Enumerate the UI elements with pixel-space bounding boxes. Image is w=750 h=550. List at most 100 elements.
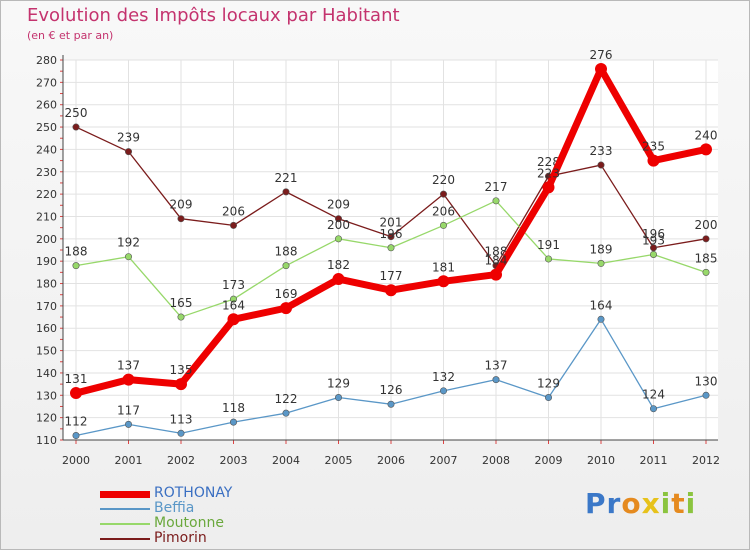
data-label-pimorin: 188 xyxy=(485,245,508,259)
data-point-beffia xyxy=(177,429,185,437)
data-point-moutonne xyxy=(597,259,605,267)
data-label-beffia: 129 xyxy=(537,377,560,391)
data-point-rothonay xyxy=(280,302,292,315)
legend-label: Moutonne xyxy=(154,515,224,531)
data-point-beffia xyxy=(387,400,395,408)
data-label-beffia: 124 xyxy=(642,388,665,402)
data-point-rothonay xyxy=(175,378,187,391)
y-tick-label: 110 xyxy=(36,434,57,447)
data-point-rothonay xyxy=(542,181,555,194)
data-label-rothonay: 131 xyxy=(65,372,88,386)
y-tick-label: 190 xyxy=(36,255,57,268)
logo-letter: o xyxy=(621,487,642,520)
logo-letter: x xyxy=(641,487,661,520)
data-label-beffia: 112 xyxy=(65,415,88,429)
data-point-beffia xyxy=(230,418,238,426)
x-tick-label: 2004 xyxy=(272,454,300,467)
proxiti-logo: Proxiti xyxy=(585,487,696,520)
x-tick-label: 2007 xyxy=(430,454,458,467)
data-point-beffia xyxy=(544,394,552,402)
x-tick-label: 2000 xyxy=(62,454,90,467)
x-tick-label: 2002 xyxy=(167,454,195,467)
data-label-pimorin: 206 xyxy=(222,204,245,218)
data-label-pimorin: 239 xyxy=(117,131,140,145)
data-label-beffia: 137 xyxy=(485,359,508,373)
data-point-pimorin xyxy=(597,161,605,169)
data-label-beffia: 130 xyxy=(695,374,718,388)
data-point-beffia xyxy=(492,376,500,384)
y-tick-label: 130 xyxy=(36,389,57,402)
x-tick-label: 2001 xyxy=(115,454,143,467)
data-point-beffia xyxy=(282,409,290,417)
logo-letter: i xyxy=(685,487,697,520)
data-label-rothonay: 276 xyxy=(590,48,613,62)
data-label-beffia: 117 xyxy=(117,403,140,417)
logo-letter: i xyxy=(660,487,672,520)
y-tick-label: 260 xyxy=(36,99,57,112)
data-label-rothonay: 177 xyxy=(380,269,403,283)
x-tick-label: 2008 xyxy=(482,454,510,467)
data-label-pimorin: 209 xyxy=(327,198,350,212)
data-point-moutonne xyxy=(177,313,185,321)
data-point-rothonay xyxy=(70,387,82,400)
data-point-moutonne xyxy=(439,221,447,229)
data-label-rothonay: 181 xyxy=(432,260,455,274)
data-label-moutonne: 196 xyxy=(380,227,403,241)
data-label-pimorin: 221 xyxy=(275,171,298,185)
legend-label: ROTHONAY xyxy=(154,485,233,501)
data-point-pimorin xyxy=(230,221,238,229)
data-label-moutonne: 193 xyxy=(642,233,665,247)
y-tick-label: 160 xyxy=(36,322,57,335)
x-tick-label: 2003 xyxy=(220,454,248,467)
data-point-pimorin xyxy=(125,148,133,156)
data-label-moutonne: 206 xyxy=(432,204,455,218)
data-label-beffia: 122 xyxy=(275,392,298,406)
x-tick-label: 2011 xyxy=(640,454,668,467)
data-point-beffia xyxy=(334,394,342,402)
data-label-pimorin: 228 xyxy=(537,155,560,169)
x-tick-label: 2012 xyxy=(692,454,720,467)
data-point-rothonay xyxy=(332,273,345,286)
logo-letter: r xyxy=(606,487,622,520)
data-point-pimorin xyxy=(72,123,80,131)
y-tick-label: 200 xyxy=(36,233,57,246)
y-tick-label: 270 xyxy=(36,76,57,89)
data-point-moutonne xyxy=(544,255,552,263)
data-label-moutonne: 173 xyxy=(222,278,245,292)
data-point-rothonay xyxy=(490,268,502,281)
data-label-pimorin: 201 xyxy=(380,216,403,230)
data-label-rothonay: 169 xyxy=(275,287,298,301)
legend-label: Pimorin xyxy=(154,530,207,546)
x-tick-label: 2006 xyxy=(377,454,405,467)
data-label-rothonay: 184 xyxy=(485,254,508,268)
data-label-rothonay: 223 xyxy=(537,166,560,180)
data-label-moutonne: 200 xyxy=(327,218,350,232)
data-label-moutonne: 165 xyxy=(170,296,193,310)
data-label-beffia: 164 xyxy=(590,298,613,312)
data-label-moutonne: 192 xyxy=(117,236,140,250)
data-point-beffia xyxy=(702,391,710,399)
data-point-pimorin xyxy=(649,244,657,252)
data-point-pimorin xyxy=(177,215,185,223)
data-label-pimorin: 196 xyxy=(642,227,665,241)
data-label-moutonne: 188 xyxy=(65,245,88,259)
data-label-moutonne: 189 xyxy=(590,242,613,256)
legend-swatch xyxy=(100,523,150,525)
data-label-pimorin: 209 xyxy=(170,198,193,212)
data-point-moutonne xyxy=(649,250,657,258)
data-label-moutonne: 188 xyxy=(275,245,298,259)
y-tick-label: 220 xyxy=(36,188,57,201)
legend-swatch xyxy=(100,508,150,510)
y-tick-label: 240 xyxy=(36,143,57,156)
data-label-beffia: 132 xyxy=(432,370,455,384)
data-point-rothonay xyxy=(437,275,450,288)
data-point-moutonne xyxy=(702,268,710,276)
data-label-rothonay: 135 xyxy=(170,363,193,377)
legend-swatch xyxy=(100,538,150,540)
data-point-rothonay xyxy=(385,284,397,297)
y-tick-label: 230 xyxy=(36,166,57,179)
data-label-beffia: 129 xyxy=(327,377,350,391)
data-label-rothonay: 235 xyxy=(642,140,665,154)
x-tick-label: 2005 xyxy=(325,454,353,467)
data-point-rothonay xyxy=(595,62,607,75)
